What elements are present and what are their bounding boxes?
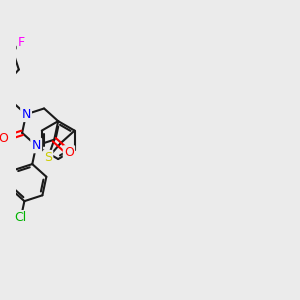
- Text: O: O: [0, 133, 8, 146]
- Text: Cl: Cl: [15, 211, 27, 224]
- Text: S: S: [44, 151, 52, 164]
- Text: O: O: [64, 146, 74, 159]
- Text: N: N: [21, 108, 31, 121]
- Text: N: N: [32, 139, 41, 152]
- Text: F: F: [18, 35, 25, 49]
